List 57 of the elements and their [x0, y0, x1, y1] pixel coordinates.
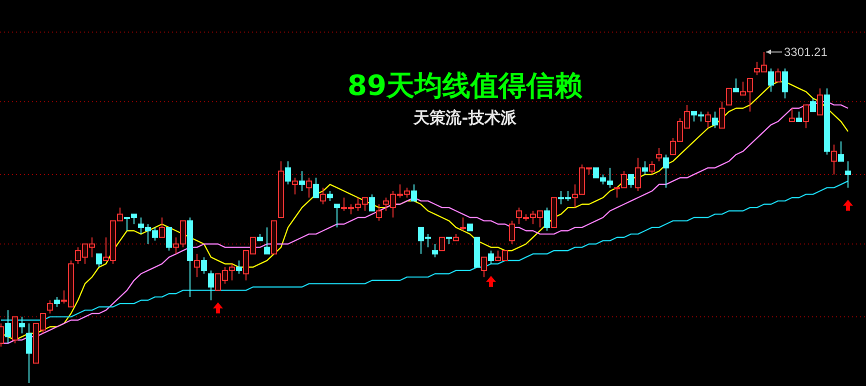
- candlestick: [376, 204, 382, 222]
- candlestick: [810, 98, 816, 112]
- candlestick: [488, 250, 494, 264]
- candlestick: [642, 160, 648, 175]
- candlestick: [768, 68, 774, 92]
- candlestick: [26, 322, 32, 384]
- candlestick: [719, 101, 725, 129]
- candlestick: [299, 170, 305, 192]
- candlestick: [411, 184, 417, 202]
- candlestick: [656, 147, 662, 162]
- candlestick: [663, 154, 669, 188]
- text: 89天均线值得信赖: [348, 69, 582, 102]
- candlestick: [313, 177, 319, 198]
- candlestick: [19, 316, 25, 334]
- candlestick: [838, 140, 844, 162]
- candlestick: [782, 68, 788, 99]
- candlestick: [796, 111, 802, 122]
- candlestick: [628, 174, 634, 188]
- candlestick: [334, 204, 340, 228]
- candlestick: [327, 190, 333, 202]
- candlestick: [96, 253, 102, 268]
- candlestick: [439, 236, 445, 252]
- candlestick: [803, 104, 809, 129]
- candlestick: [432, 243, 438, 258]
- candlestick: [789, 108, 795, 122]
- candlestick: [831, 144, 837, 175]
- candlestick: [817, 88, 823, 116]
- candlestick: [159, 217, 165, 238]
- annotation: 3301.21: [784, 45, 828, 59]
- candlestick: [12, 316, 18, 344]
- candlestick: [306, 177, 312, 198]
- candlestick: [201, 256, 207, 274]
- candlestick: [509, 220, 515, 244]
- candlestick: [194, 253, 200, 278]
- candlestick: [733, 78, 739, 92]
- candlestick: [292, 177, 298, 195]
- candlestick: [208, 270, 214, 301]
- candlestick: [5, 310, 11, 344]
- candlestick: [236, 260, 242, 274]
- candlestick: [481, 256, 487, 278]
- candlestick: [264, 226, 270, 254]
- candlestick: [544, 207, 550, 232]
- candlestick: [726, 88, 732, 106]
- candlestick: [320, 187, 326, 205]
- candlestick: [369, 194, 375, 212]
- candlestick: [54, 296, 60, 308]
- candlestick: [166, 226, 172, 252]
- candlestick: [712, 111, 718, 129]
- candlestick: [775, 68, 781, 82]
- candlestick: [845, 160, 851, 188]
- candlestick: [47, 300, 53, 314]
- candlestick: [635, 157, 641, 192]
- candlestick: [649, 160, 655, 175]
- text: 天策流-技术派: [412, 108, 518, 127]
- candlestick: [460, 217, 466, 232]
- candlestick: [285, 160, 291, 185]
- candlestick: [705, 111, 711, 129]
